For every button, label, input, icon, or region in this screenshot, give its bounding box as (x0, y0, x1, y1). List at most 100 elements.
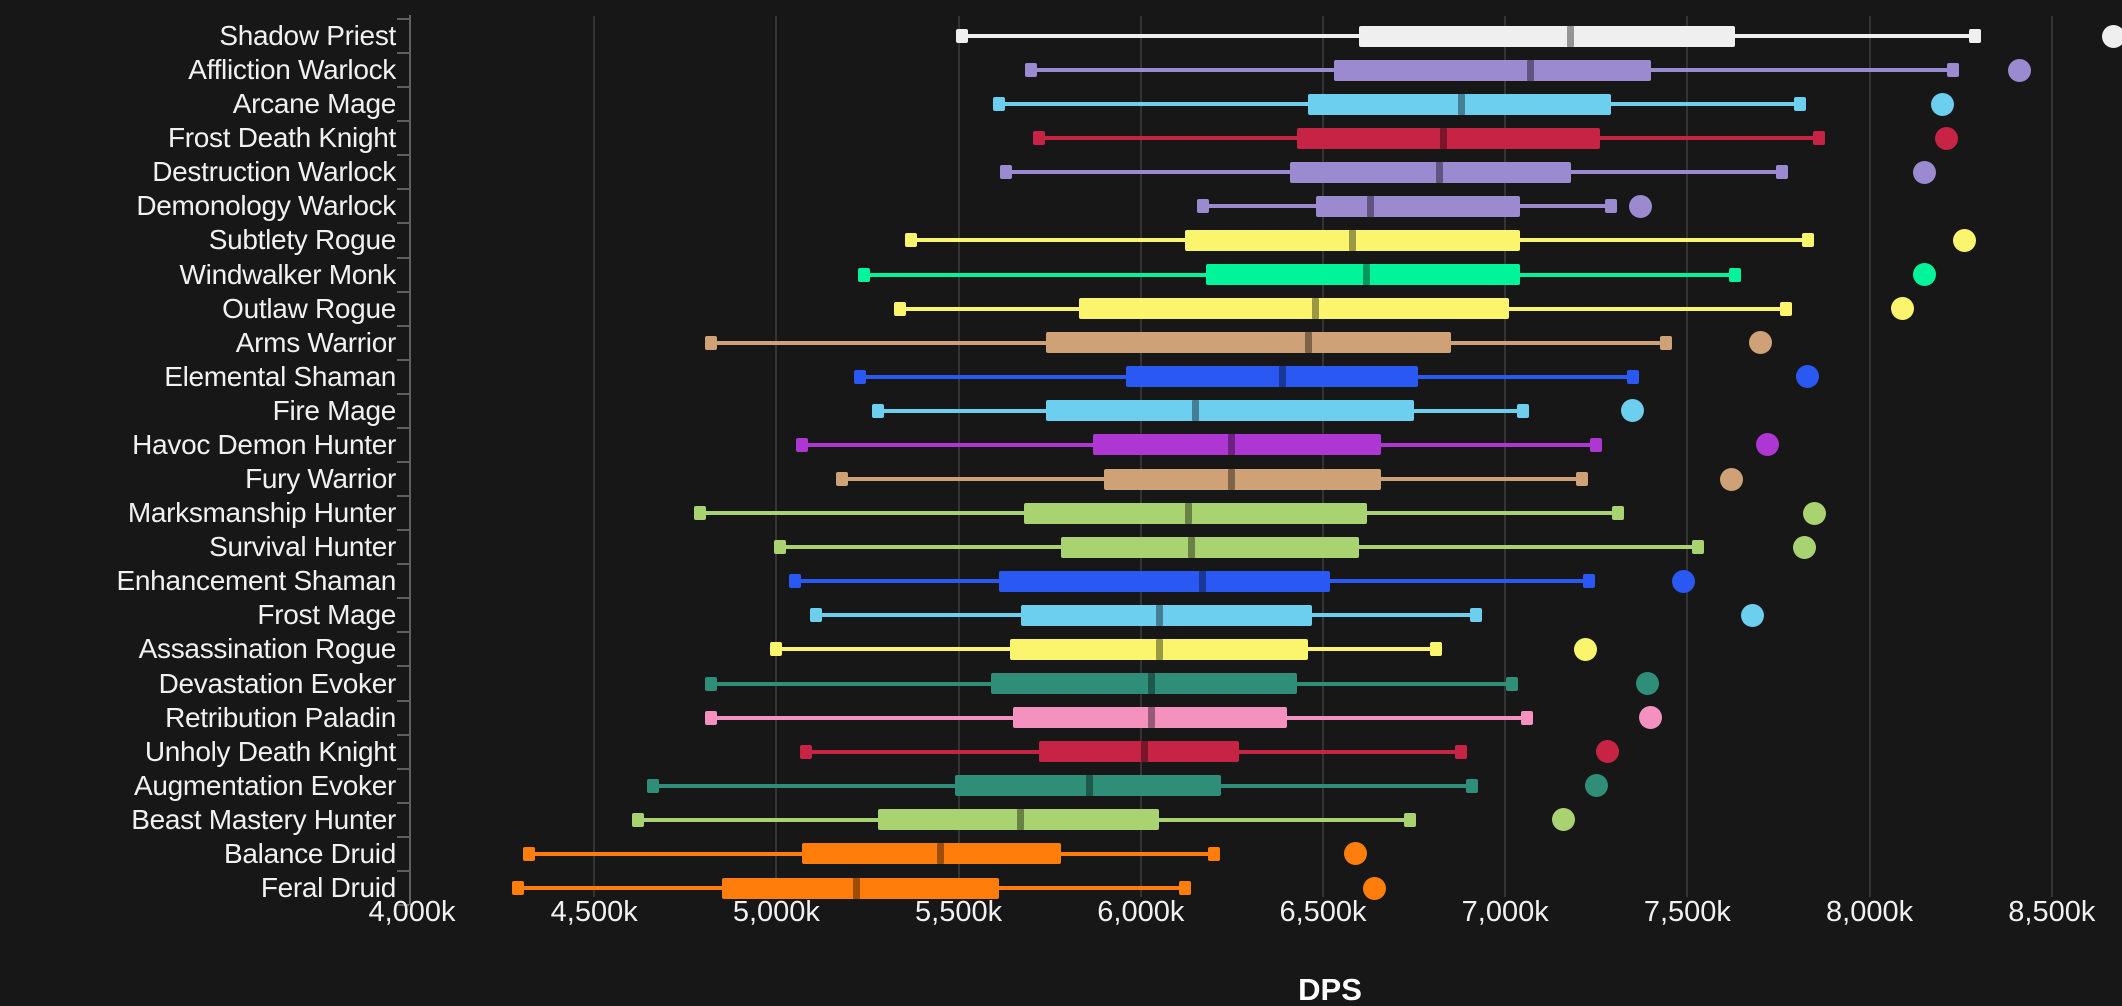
iqr-box[interactable] (1308, 93, 1611, 115)
outlier-dot[interactable] (1635, 672, 1659, 696)
outlier-dot[interactable] (1934, 126, 1958, 150)
whisker-cap-min[interactable] (788, 574, 801, 589)
whisker-cap-min[interactable] (905, 233, 918, 248)
whisker-cap-min[interactable] (522, 846, 535, 861)
outlier-dot[interactable] (1890, 297, 1914, 321)
median-line[interactable] (1155, 638, 1163, 660)
whisker-cap-max[interactable] (1612, 506, 1625, 521)
median-line[interactable] (1148, 707, 1156, 729)
whisker-cap-min[interactable] (631, 812, 644, 827)
whisker-cap-max[interactable] (1207, 846, 1220, 861)
outlier-dot[interactable] (1595, 740, 1619, 764)
whisker-cap-min[interactable] (799, 744, 812, 759)
median-line[interactable] (1366, 195, 1374, 217)
outlier-dot[interactable] (1952, 228, 1976, 252)
median-line[interactable] (1567, 25, 1575, 47)
whisker-cap-max[interactable] (1178, 881, 1191, 895)
median-line[interactable] (1363, 264, 1371, 286)
median-line[interactable] (1348, 229, 1356, 251)
median-line[interactable] (1199, 570, 1207, 592)
median-line[interactable] (1155, 604, 1163, 626)
iqr-box[interactable] (991, 673, 1298, 695)
outlier-dot[interactable] (1719, 467, 1743, 491)
whisker-cap-min[interactable] (835, 472, 848, 487)
iqr-box[interactable] (1206, 264, 1520, 286)
iqr-box[interactable] (1046, 400, 1415, 422)
whisker-cap-min[interactable] (704, 335, 717, 350)
iqr-box[interactable] (1093, 434, 1382, 456)
whisker-cap-min[interactable] (999, 165, 1012, 180)
iqr-box[interactable] (1009, 638, 1309, 660)
median-line[interactable] (936, 843, 944, 865)
iqr-box[interactable] (1078, 298, 1509, 320)
outlier-dot[interactable] (1621, 399, 1645, 423)
outlier-dot[interactable] (1628, 194, 1652, 218)
outlier-dot[interactable] (1552, 808, 1575, 832)
outlier-dot[interactable] (1756, 433, 1780, 457)
whisker-cap-max[interactable] (1521, 710, 1534, 725)
whisker-cap-max[interactable] (1947, 63, 1960, 78)
iqr-box[interactable] (1333, 59, 1651, 81)
whisker-cap-max[interactable] (1575, 472, 1588, 487)
median-line[interactable] (1148, 673, 1156, 695)
whisker-cap-max[interactable] (1659, 335, 1672, 350)
outlier-dot[interactable] (1344, 842, 1368, 866)
iqr-box[interactable] (1359, 25, 1735, 47)
iqr-box[interactable] (1046, 332, 1451, 354)
iqr-box[interactable] (1013, 707, 1287, 729)
whisker-cap-max[interactable] (1776, 165, 1789, 180)
whisker-cap-max[interactable] (1455, 744, 1468, 759)
iqr-box[interactable] (1038, 741, 1240, 763)
outlier-dot[interactable] (1796, 365, 1820, 389)
whisker-cap-max[interactable] (1812, 131, 1825, 146)
whisker-cap-min[interactable] (774, 540, 787, 555)
outlier-dot[interactable] (1912, 263, 1936, 287)
median-line[interactable] (1017, 809, 1025, 831)
median-line[interactable] (1312, 298, 1320, 320)
whisker-cap-min[interactable] (646, 778, 659, 793)
whisker-cap-min[interactable] (1032, 131, 1045, 146)
whisker-cap-min[interactable] (854, 369, 867, 384)
whisker-cap-min[interactable] (704, 710, 717, 725)
median-line[interactable] (1439, 127, 1447, 149)
iqr-box[interactable] (721, 877, 999, 899)
median-line[interactable] (1188, 536, 1196, 558)
outlier-dot[interactable] (1573, 637, 1597, 661)
outlier-dot[interactable] (1362, 876, 1386, 900)
whisker-cap-max[interactable] (1506, 676, 1519, 691)
iqr-box[interactable] (954, 775, 1221, 797)
median-line[interactable] (1436, 161, 1444, 183)
outlier-dot[interactable] (1803, 501, 1827, 525)
iqr-box[interactable] (1060, 536, 1360, 558)
iqr-box[interactable] (878, 809, 1159, 831)
whisker-cap-max[interactable] (1969, 29, 1982, 43)
whisker-cap-min[interactable] (704, 676, 717, 691)
iqr-box[interactable] (1297, 127, 1600, 149)
whisker-cap-min[interactable] (1196, 199, 1209, 214)
iqr-box[interactable] (801, 843, 1061, 865)
iqr-box[interactable] (998, 570, 1331, 592)
iqr-box[interactable] (1126, 366, 1418, 388)
whisker-cap-max[interactable] (1626, 369, 1639, 384)
iqr-box[interactable] (1290, 161, 1571, 183)
median-line[interactable] (1086, 775, 1094, 797)
whisker-cap-min[interactable] (956, 29, 969, 43)
outlier-dot[interactable] (1672, 569, 1696, 593)
median-line[interactable] (1304, 332, 1312, 354)
whisker-cap-max[interactable] (1583, 574, 1595, 589)
whisker-cap-min[interactable] (992, 97, 1005, 112)
whisker-cap-max[interactable] (1801, 233, 1814, 248)
outlier-dot[interactable] (1639, 706, 1663, 730)
whisker-cap-max[interactable] (1470, 608, 1483, 623)
median-line[interactable] (1228, 468, 1236, 490)
whisker-cap-max[interactable] (1779, 301, 1792, 316)
whisker-cap-min[interactable] (511, 881, 524, 895)
whisker-cap-max[interactable] (1466, 778, 1479, 793)
whisker-cap-max[interactable] (1728, 267, 1741, 282)
iqr-box[interactable] (1104, 468, 1382, 490)
whisker-cap-min[interactable] (894, 301, 907, 316)
whisker-cap-min[interactable] (770, 642, 783, 657)
outlier-dot[interactable] (2102, 24, 2122, 48)
median-line[interactable] (1228, 434, 1236, 456)
whisker-cap-max[interactable] (1517, 403, 1530, 418)
